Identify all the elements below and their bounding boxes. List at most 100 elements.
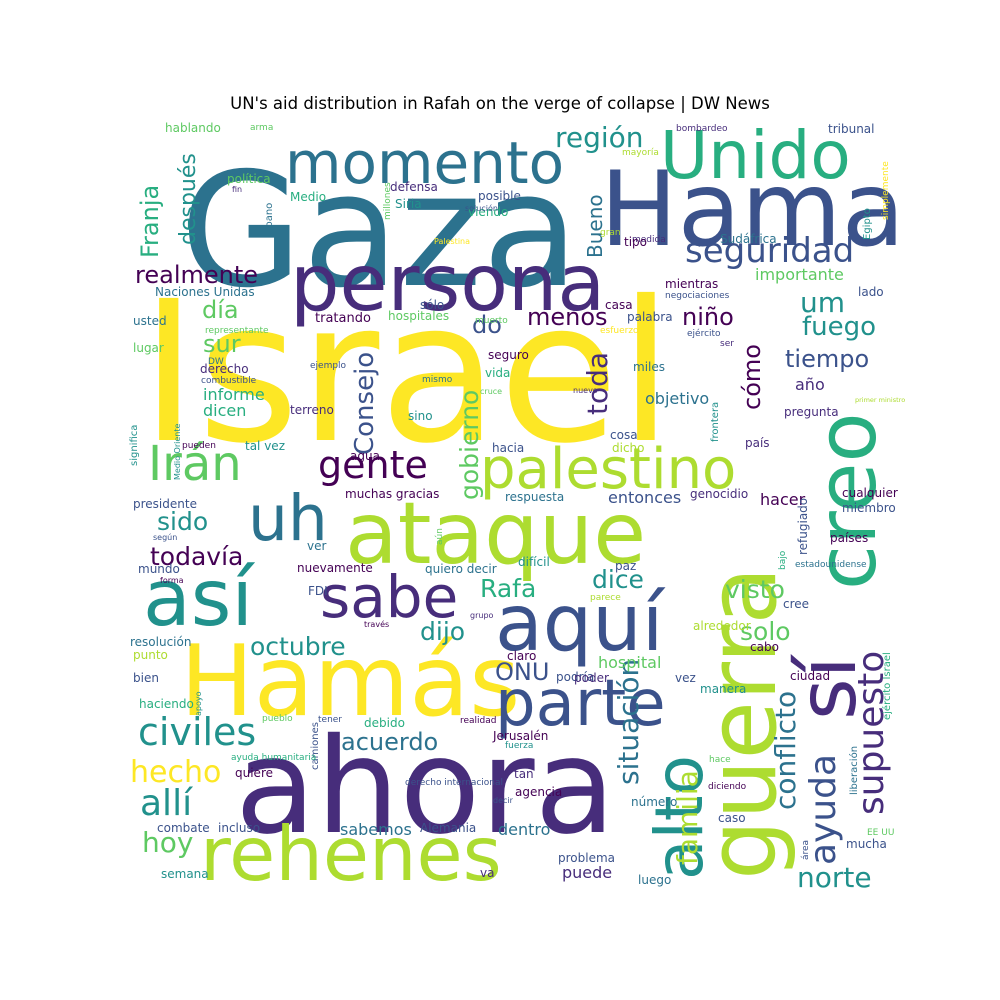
word-como: cómo — [738, 344, 766, 410]
word-cruce: cruce — [480, 387, 502, 396]
word-ejercito-israel: ejército Israel — [881, 652, 893, 720]
word-sido: sido — [157, 507, 208, 536]
word-importante: importante — [755, 265, 844, 284]
word-decir: decir — [493, 796, 514, 805]
word-millones: millones — [383, 182, 393, 220]
word-numero: número — [631, 795, 677, 809]
word-estadounidense: estadounidense — [795, 560, 867, 570]
word-lugar: lugar — [133, 341, 164, 355]
word-puede: puede — [562, 863, 612, 882]
word-asi: así — [143, 554, 255, 644]
word-semana: semana — [161, 867, 209, 881]
word-unido: Unido — [660, 117, 851, 194]
word-dicho: dicho — [612, 441, 645, 455]
word-pueden: pueden — [182, 441, 216, 451]
word-fuerza: fuerza — [505, 741, 533, 751]
word-simplemente: simplemente — [881, 161, 891, 220]
word-mientras: mientras — [665, 277, 718, 291]
word-rafa: Rafa — [480, 574, 536, 603]
word-libano: Líbano — [263, 203, 275, 236]
word-consejo: Consejo — [350, 352, 380, 455]
word-tener: tener — [318, 715, 342, 725]
word-medio: Medio — [290, 190, 326, 204]
word-parece: parece — [590, 593, 621, 603]
word-fin: fin — [232, 185, 242, 194]
word-hospital: hospital — [598, 653, 661, 672]
word-muerto: muerto — [475, 316, 508, 326]
word-todavia: todavía — [150, 542, 243, 571]
word-momento: momento — [285, 129, 564, 197]
word-claro: claro — [507, 649, 536, 663]
word-sabe: sabe — [320, 563, 458, 631]
word-genocidio: genocidio — [690, 487, 748, 501]
word-negociaciones: negociaciones — [665, 291, 730, 301]
word-alto: alto — [641, 755, 718, 880]
word-dificil: difícil — [518, 555, 550, 569]
word-hecho: hecho — [130, 755, 221, 790]
word-poder: poder — [574, 671, 609, 685]
cloud-title: UN's aid distribution in Rafah on the ve… — [230, 94, 770, 113]
word-agencia: agencia — [515, 785, 562, 799]
word-quiero-decir: quiero decir — [425, 562, 497, 576]
word-dice: dice — [592, 565, 644, 594]
word-ahora: ahora — [235, 710, 615, 864]
word-dw: DW — [208, 357, 224, 367]
word-do: do — [472, 311, 502, 339]
word-creo: creo — [800, 412, 895, 590]
word-ejercito: ejército — [687, 328, 721, 339]
word-ver: ver — [307, 539, 326, 553]
word-tiempo: tiempo — [785, 345, 869, 373]
word-hospitales: hospitales — [388, 309, 449, 323]
word-hacia: hacia — [492, 441, 524, 455]
word-ayuda: ayuda — [803, 754, 844, 865]
word-fuego: fuego — [802, 312, 876, 342]
word-fdi: FDI — [308, 584, 328, 598]
word-hablando: hablando — [165, 121, 221, 135]
word-alrededor: alrededor — [693, 619, 751, 633]
word-gente: gente — [318, 443, 428, 487]
word-medida: medida — [632, 235, 666, 245]
word-uh: uh — [248, 482, 328, 555]
word-seguridad: seguridad — [685, 231, 854, 271]
word-palestina: Palestina — [434, 237, 470, 246]
word-miles: miles — [633, 360, 665, 374]
word-si: sí — [781, 653, 874, 720]
word-dicen: dicen — [203, 401, 246, 420]
word-va: va — [480, 866, 494, 880]
word-aqui: aquí — [495, 579, 666, 669]
word-solucion: solución — [465, 203, 498, 213]
word-entonces: entonces — [608, 488, 681, 507]
word-miembro: miembro — [842, 501, 896, 515]
word-mismo: mismo — [422, 375, 453, 385]
word-cosa: cosa — [610, 428, 638, 442]
word-solo: solo — [740, 617, 791, 646]
word-ayuda-humanitaria: ayuda humanitaria — [231, 753, 316, 763]
word-siria: Siria — [395, 197, 422, 211]
word-nino: niño — [682, 303, 734, 331]
word-mayoria: mayoría — [622, 148, 659, 158]
word-dia: día — [202, 296, 239, 324]
word-defensa: defensa — [390, 180, 438, 194]
word-jerusalen: Jerusalén — [492, 729, 548, 743]
word-ser: ser — [720, 339, 734, 349]
word-combate: combate — [157, 821, 210, 835]
word-dijo: dijo — [420, 617, 465, 646]
word-refugiado: refugiado — [796, 498, 810, 555]
word-frontera: frontera — [710, 402, 721, 442]
word-supuesto: supuesto — [851, 651, 892, 815]
word-resolucion: resolución — [130, 635, 191, 649]
word-palestino: palestino — [480, 437, 736, 502]
word-dentro: dentro — [498, 820, 550, 839]
word-derecho-internacional: derecho internacional — [405, 778, 503, 788]
word-guerra: guerra — [688, 566, 798, 880]
word-liberacion: liberación — [848, 746, 860, 795]
word-primer-ministro: primer ministro — [855, 396, 905, 404]
word-sudafrica: Sudáfrica — [720, 232, 777, 246]
word-alemania: Alemania — [420, 821, 476, 835]
word-terreno: terreno — [290, 403, 334, 417]
word-combustible: combustible — [201, 376, 257, 386]
word-grupo: grupo — [470, 611, 494, 620]
word-realidad: realidad — [460, 716, 497, 726]
word-um: um — [800, 286, 845, 319]
word-ataque: ataque — [345, 484, 646, 584]
